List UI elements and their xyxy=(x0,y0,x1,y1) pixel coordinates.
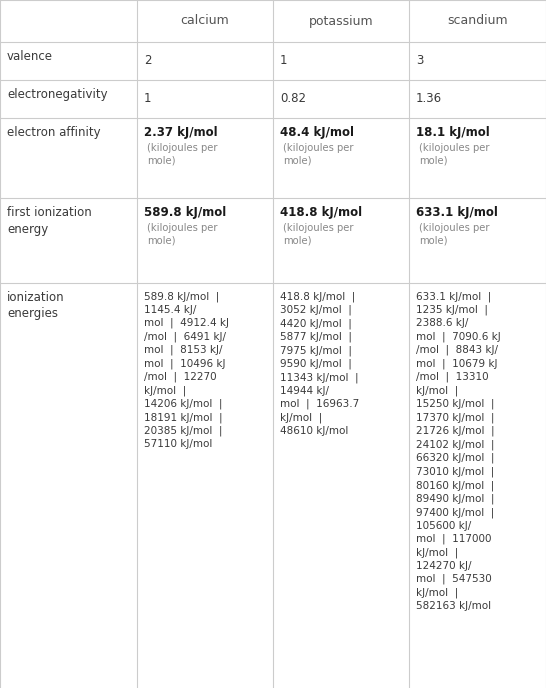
Text: 633.1 kJ/mol  |
1235 kJ/mol  |
2388.6 kJ/
mol  |  7090.6 kJ
/mol  |  8843 kJ/
mo: 633.1 kJ/mol | 1235 kJ/mol | 2388.6 kJ/ … xyxy=(416,291,501,611)
Text: 589.8 kJ/mol: 589.8 kJ/mol xyxy=(144,206,226,219)
Text: 2.37 kJ/mol: 2.37 kJ/mol xyxy=(144,126,218,139)
Text: ionization
energies: ionization energies xyxy=(7,291,64,321)
Text: 418.8 kJ/mol  |
3052 kJ/mol  |
4420 kJ/mol  |
5877 kJ/mol  |
7975 kJ/mol  |
9590: 418.8 kJ/mol | 3052 kJ/mol | 4420 kJ/mol… xyxy=(280,291,359,436)
Text: (kilojoules per
mole): (kilojoules per mole) xyxy=(283,222,353,246)
Text: 418.8 kJ/mol: 418.8 kJ/mol xyxy=(280,206,362,219)
Text: first ionization
energy: first ionization energy xyxy=(7,206,92,235)
Text: (kilojoules per
mole): (kilojoules per mole) xyxy=(419,222,490,246)
Text: scandium: scandium xyxy=(447,14,508,28)
Text: 2: 2 xyxy=(144,54,151,67)
Text: (kilojoules per
mole): (kilojoules per mole) xyxy=(283,142,353,165)
Text: 633.1 kJ/mol: 633.1 kJ/mol xyxy=(416,206,498,219)
Text: calcium: calcium xyxy=(181,14,229,28)
Text: electron affinity: electron affinity xyxy=(7,126,100,139)
Text: 1: 1 xyxy=(280,54,288,67)
Text: 3: 3 xyxy=(416,54,423,67)
Text: 1: 1 xyxy=(144,92,151,105)
Text: (kilojoules per
mole): (kilojoules per mole) xyxy=(147,142,217,165)
Text: 0.82: 0.82 xyxy=(280,92,306,105)
Text: valence: valence xyxy=(7,50,53,63)
Text: 18.1 kJ/mol: 18.1 kJ/mol xyxy=(416,126,490,139)
Text: electronegativity: electronegativity xyxy=(7,88,108,101)
Text: (kilojoules per
mole): (kilojoules per mole) xyxy=(419,142,490,165)
Text: 1.36: 1.36 xyxy=(416,92,442,105)
Text: potassium: potassium xyxy=(308,14,373,28)
Text: 589.8 kJ/mol  |
1145.4 kJ/
mol  |  4912.4 kJ
/mol  |  6491 kJ/
mol  |  8153 kJ/
: 589.8 kJ/mol | 1145.4 kJ/ mol | 4912.4 k… xyxy=(144,291,229,449)
Text: 48.4 kJ/mol: 48.4 kJ/mol xyxy=(280,126,354,139)
Text: (kilojoules per
mole): (kilojoules per mole) xyxy=(147,222,217,246)
